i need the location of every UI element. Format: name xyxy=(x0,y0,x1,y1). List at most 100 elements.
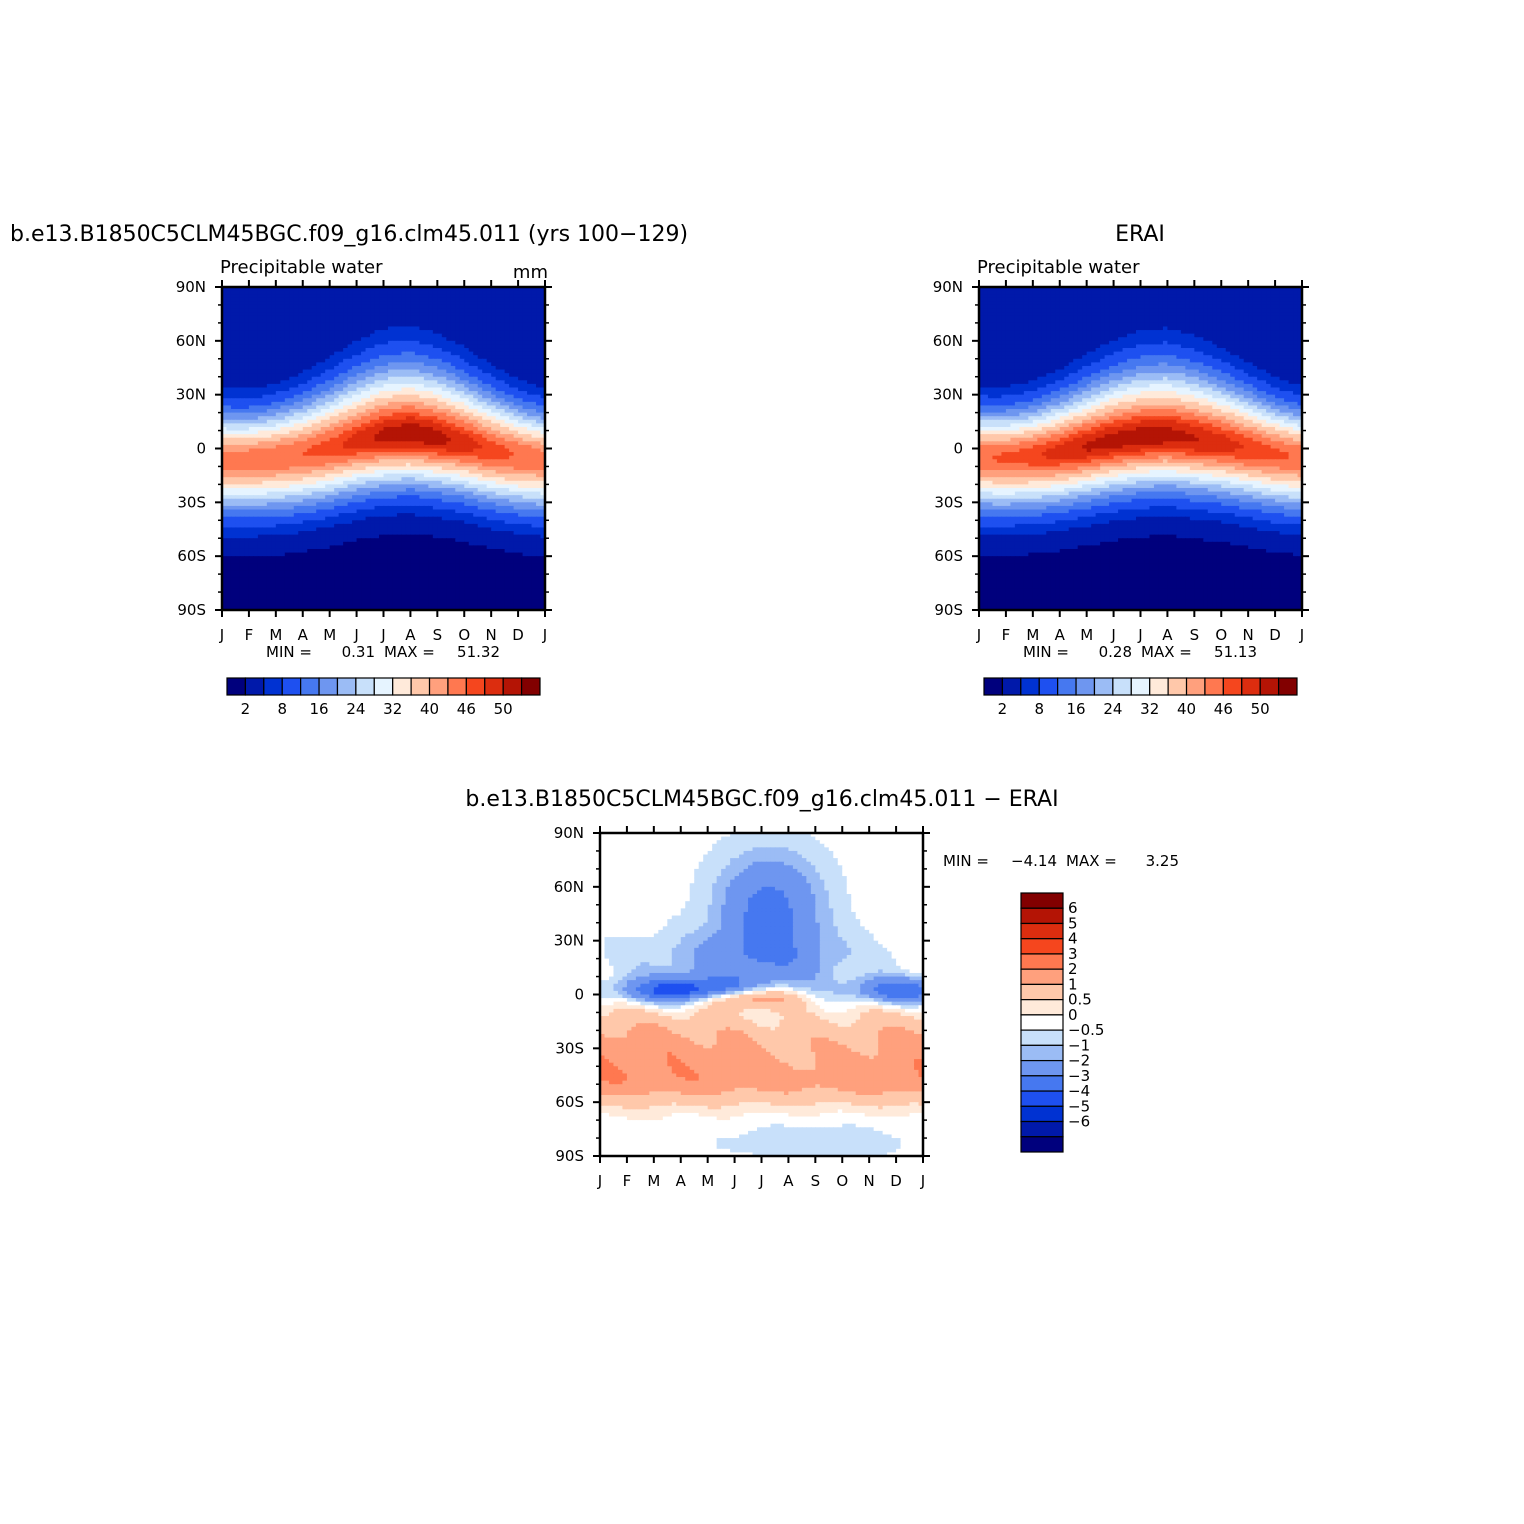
contour-cell xyxy=(419,495,425,500)
contour-cell xyxy=(522,387,528,392)
contour-cell xyxy=(329,455,335,460)
contour-cell xyxy=(370,351,376,356)
contour-cell xyxy=(302,394,308,399)
contour-cell xyxy=(414,419,420,424)
contour-cell xyxy=(500,351,506,356)
contour-cell xyxy=(392,444,398,450)
contour-cell xyxy=(527,412,533,417)
contour-cell xyxy=(432,495,438,500)
contour-cell xyxy=(387,448,394,453)
contour-cell xyxy=(307,319,313,324)
contour-cell xyxy=(293,477,299,482)
contour-cell xyxy=(383,448,389,453)
contour-cell xyxy=(536,480,542,485)
contour-cell xyxy=(405,505,412,511)
contour-cell xyxy=(343,531,349,536)
contour-cell xyxy=(298,301,304,306)
contour-cell xyxy=(356,455,362,460)
contour-cell xyxy=(338,304,344,310)
contour-cell xyxy=(338,340,344,346)
contour-cell xyxy=(244,380,250,385)
contour-cell xyxy=(495,398,501,403)
contour-cell xyxy=(244,312,250,317)
contour-cell xyxy=(257,505,263,511)
contour-cell xyxy=(298,287,304,292)
contour-cell xyxy=(500,348,506,353)
contour-cell xyxy=(347,459,353,464)
contour-cell xyxy=(235,337,241,342)
contour-cell xyxy=(379,495,385,500)
contour-cell xyxy=(334,459,340,464)
contour-cell xyxy=(482,498,488,503)
contour-cell xyxy=(455,459,461,464)
contour-cell xyxy=(365,351,371,356)
contour-cell xyxy=(370,437,376,442)
contour-cell xyxy=(298,383,304,389)
contour-cell xyxy=(298,498,304,503)
contour-cell xyxy=(531,297,537,302)
contour-cell xyxy=(239,409,246,414)
contour-cell xyxy=(383,487,389,493)
contour-cell xyxy=(491,358,497,363)
contour-cell xyxy=(356,416,362,421)
contour-cell xyxy=(383,441,389,446)
contour-cell xyxy=(455,355,461,360)
contour-cell xyxy=(504,444,510,450)
contour-cell xyxy=(379,358,385,363)
contour-cell xyxy=(468,459,474,464)
contour-cell xyxy=(482,358,488,363)
contour-cell xyxy=(361,513,367,518)
contour-cell xyxy=(253,487,259,493)
contour-cell xyxy=(410,412,416,417)
contour-cell xyxy=(392,383,398,389)
contour-cell xyxy=(275,304,281,310)
contour-cell xyxy=(298,459,304,464)
contour-cell xyxy=(482,434,488,439)
contour-cell xyxy=(428,344,434,349)
contour-cell xyxy=(486,498,492,503)
contour-cell xyxy=(226,520,232,525)
contour-cell xyxy=(325,355,331,360)
contour-cell xyxy=(365,505,371,511)
contour-cell xyxy=(365,495,371,500)
contour-cell xyxy=(365,355,371,360)
contour-cell xyxy=(486,448,492,453)
contour-cell xyxy=(513,484,519,489)
contour-cell xyxy=(491,340,497,346)
contour-cell xyxy=(423,304,429,310)
contour-cell xyxy=(428,304,434,310)
contour-cell xyxy=(396,405,403,410)
contour-cell xyxy=(423,344,429,349)
contour-cell xyxy=(396,448,403,453)
contour-cell xyxy=(352,516,358,521)
contour-cell xyxy=(257,315,263,320)
contour-cell xyxy=(536,416,542,421)
contour-cell xyxy=(271,531,277,536)
contour-cell xyxy=(531,376,537,381)
contour-cell xyxy=(374,376,380,381)
contour-cell xyxy=(482,319,488,324)
contour-cell xyxy=(257,351,263,356)
contour-cell xyxy=(230,369,237,374)
contour-cell xyxy=(414,495,420,500)
contour-cell xyxy=(230,398,237,403)
contour-cell xyxy=(513,477,519,482)
contour-cell xyxy=(293,340,299,346)
contour-cell xyxy=(428,516,434,521)
contour-cell xyxy=(405,319,412,324)
contour-cell xyxy=(432,308,438,313)
contour-cell xyxy=(257,365,263,371)
contour-cell xyxy=(289,416,295,421)
contour-cell xyxy=(343,484,349,489)
contour-cell xyxy=(509,373,515,378)
contour-cell xyxy=(437,444,443,450)
contour-cell xyxy=(257,416,263,421)
contour-cell xyxy=(405,527,412,532)
contour-cell xyxy=(446,437,452,442)
contour-cell xyxy=(432,502,438,507)
contour-cell xyxy=(325,462,331,468)
contour-cell xyxy=(329,441,335,446)
contour-cell xyxy=(379,448,385,453)
contour-cell xyxy=(522,344,528,349)
contour-cell xyxy=(383,412,389,417)
